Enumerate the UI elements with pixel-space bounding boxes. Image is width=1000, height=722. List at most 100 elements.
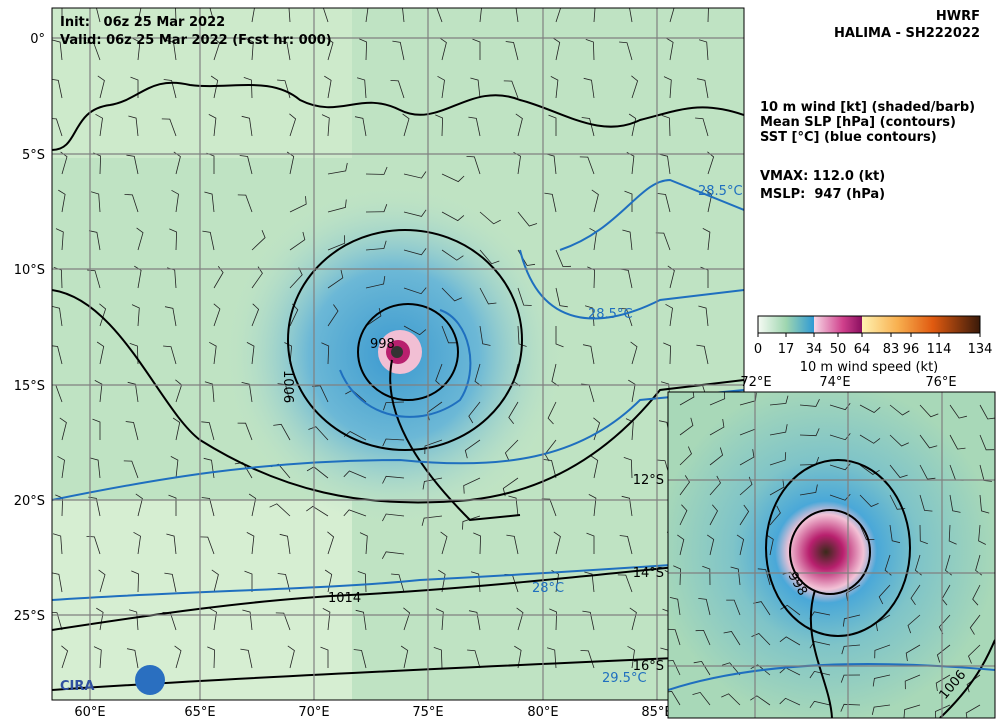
wind-barb — [874, 644, 891, 659]
wind-barb — [769, 395, 789, 406]
wind-barb — [365, 8, 369, 23]
wind-barb — [135, 493, 143, 517]
wind-barb — [934, 704, 951, 718]
wind-barb — [172, 417, 181, 441]
wind-barb — [723, 631, 741, 646]
wind-barb — [919, 494, 933, 512]
wind-barb — [359, 532, 368, 555]
wind-barb — [949, 494, 961, 513]
wind-barb — [422, 477, 443, 490]
wind-barb — [343, 509, 367, 517]
wind-barb — [544, 192, 557, 213]
wind-barb — [52, 533, 63, 555]
eye — [391, 346, 403, 358]
wind-barb — [466, 156, 481, 175]
wind-barb — [709, 392, 726, 406]
wind-barb — [57, 455, 65, 479]
wind-barb — [209, 607, 217, 631]
wind-barb — [127, 381, 139, 403]
wind-barb — [381, 551, 405, 559]
contour-label: 28.5°C — [698, 184, 743, 199]
wind-barb — [979, 404, 995, 420]
lon-label: 72°E — [740, 375, 771, 390]
wind-barb — [903, 704, 921, 718]
inset-frame — [667, 391, 996, 719]
wind-barb — [128, 609, 139, 631]
wind-barb — [239, 155, 253, 175]
model-name: HWRF — [936, 9, 980, 24]
wind-barb — [840, 674, 861, 683]
wind-barb — [169, 228, 178, 251]
wind-barb — [131, 570, 140, 593]
wind-barb — [462, 515, 481, 530]
wind-barb — [403, 287, 427, 295]
sst-contour — [519, 249, 744, 320]
wind-barb — [124, 194, 139, 213]
wind-barb — [709, 419, 725, 436]
wind-barb — [278, 40, 291, 61]
wind-barb — [889, 464, 908, 478]
wind-barb — [628, 113, 637, 137]
lon-label: 80°E — [527, 705, 558, 720]
wind-barb — [382, 513, 405, 522]
wind-barb — [919, 404, 939, 418]
wind-barb — [936, 644, 951, 663]
inset-map: 1006 998 — [668, 392, 995, 718]
wind-barb — [627, 645, 635, 669]
lon-label: 75°E — [412, 705, 443, 720]
wind-barb — [365, 166, 388, 175]
wind-barb — [97, 75, 105, 99]
wind-barb — [164, 572, 177, 593]
lon-label: 74°E — [819, 375, 850, 390]
wind-barb — [479, 8, 482, 23]
wind-barb — [555, 326, 564, 348]
wind-barb — [979, 494, 990, 514]
wind-barb — [586, 532, 595, 554]
logo-text: CIRA — [60, 679, 94, 694]
wind-barb — [582, 610, 595, 631]
wind-barb — [910, 584, 921, 606]
wind-barb — [403, 248, 427, 256]
wind-barb — [248, 493, 257, 517]
wind-barb — [584, 571, 595, 593]
wind-barb — [289, 231, 306, 251]
wind-barb — [242, 609, 253, 631]
wind-barb — [904, 674, 921, 690]
wind-barb — [515, 8, 519, 23]
wind-barb — [166, 533, 177, 555]
wind-barb — [128, 115, 139, 137]
wind-barb — [949, 434, 966, 450]
wind-barb — [400, 645, 409, 669]
wind-barb — [978, 524, 986, 545]
wind-barb — [516, 607, 524, 631]
storm-name: HALIMA - SH222022 — [834, 26, 980, 41]
wind-barb — [133, 531, 141, 555]
wind-barb — [515, 113, 523, 137]
main-map: 1006 1014 28.5°C 28.5°C 28°C 29.5°C 998 … — [52, 8, 744, 700]
wind-barb — [619, 535, 633, 555]
wind-barb — [243, 77, 253, 99]
wind-barb — [130, 76, 139, 98]
logo: CIRA — [60, 665, 165, 695]
wind-barb — [665, 303, 673, 327]
coastline — [52, 81, 744, 151]
wind-barb — [618, 308, 633, 327]
wind-barb — [365, 240, 387, 251]
wind-barb — [383, 401, 405, 411]
wind-barb — [859, 494, 879, 507]
wind-barb — [550, 76, 559, 99]
wind-barb — [629, 8, 633, 23]
wind-barb — [435, 114, 444, 137]
wind-barb — [327, 162, 348, 175]
wind-barb — [479, 287, 497, 305]
wind-barb — [709, 475, 721, 496]
lat-label: 0° — [30, 32, 45, 47]
wind-barb — [202, 230, 215, 251]
wind-barb — [402, 8, 405, 23]
wind-barb — [769, 452, 787, 466]
wind-barb — [237, 422, 253, 441]
wind-barb — [288, 8, 291, 23]
wind-barb — [321, 114, 330, 137]
wind-barb — [840, 703, 861, 712]
wind-barb — [126, 648, 139, 669]
